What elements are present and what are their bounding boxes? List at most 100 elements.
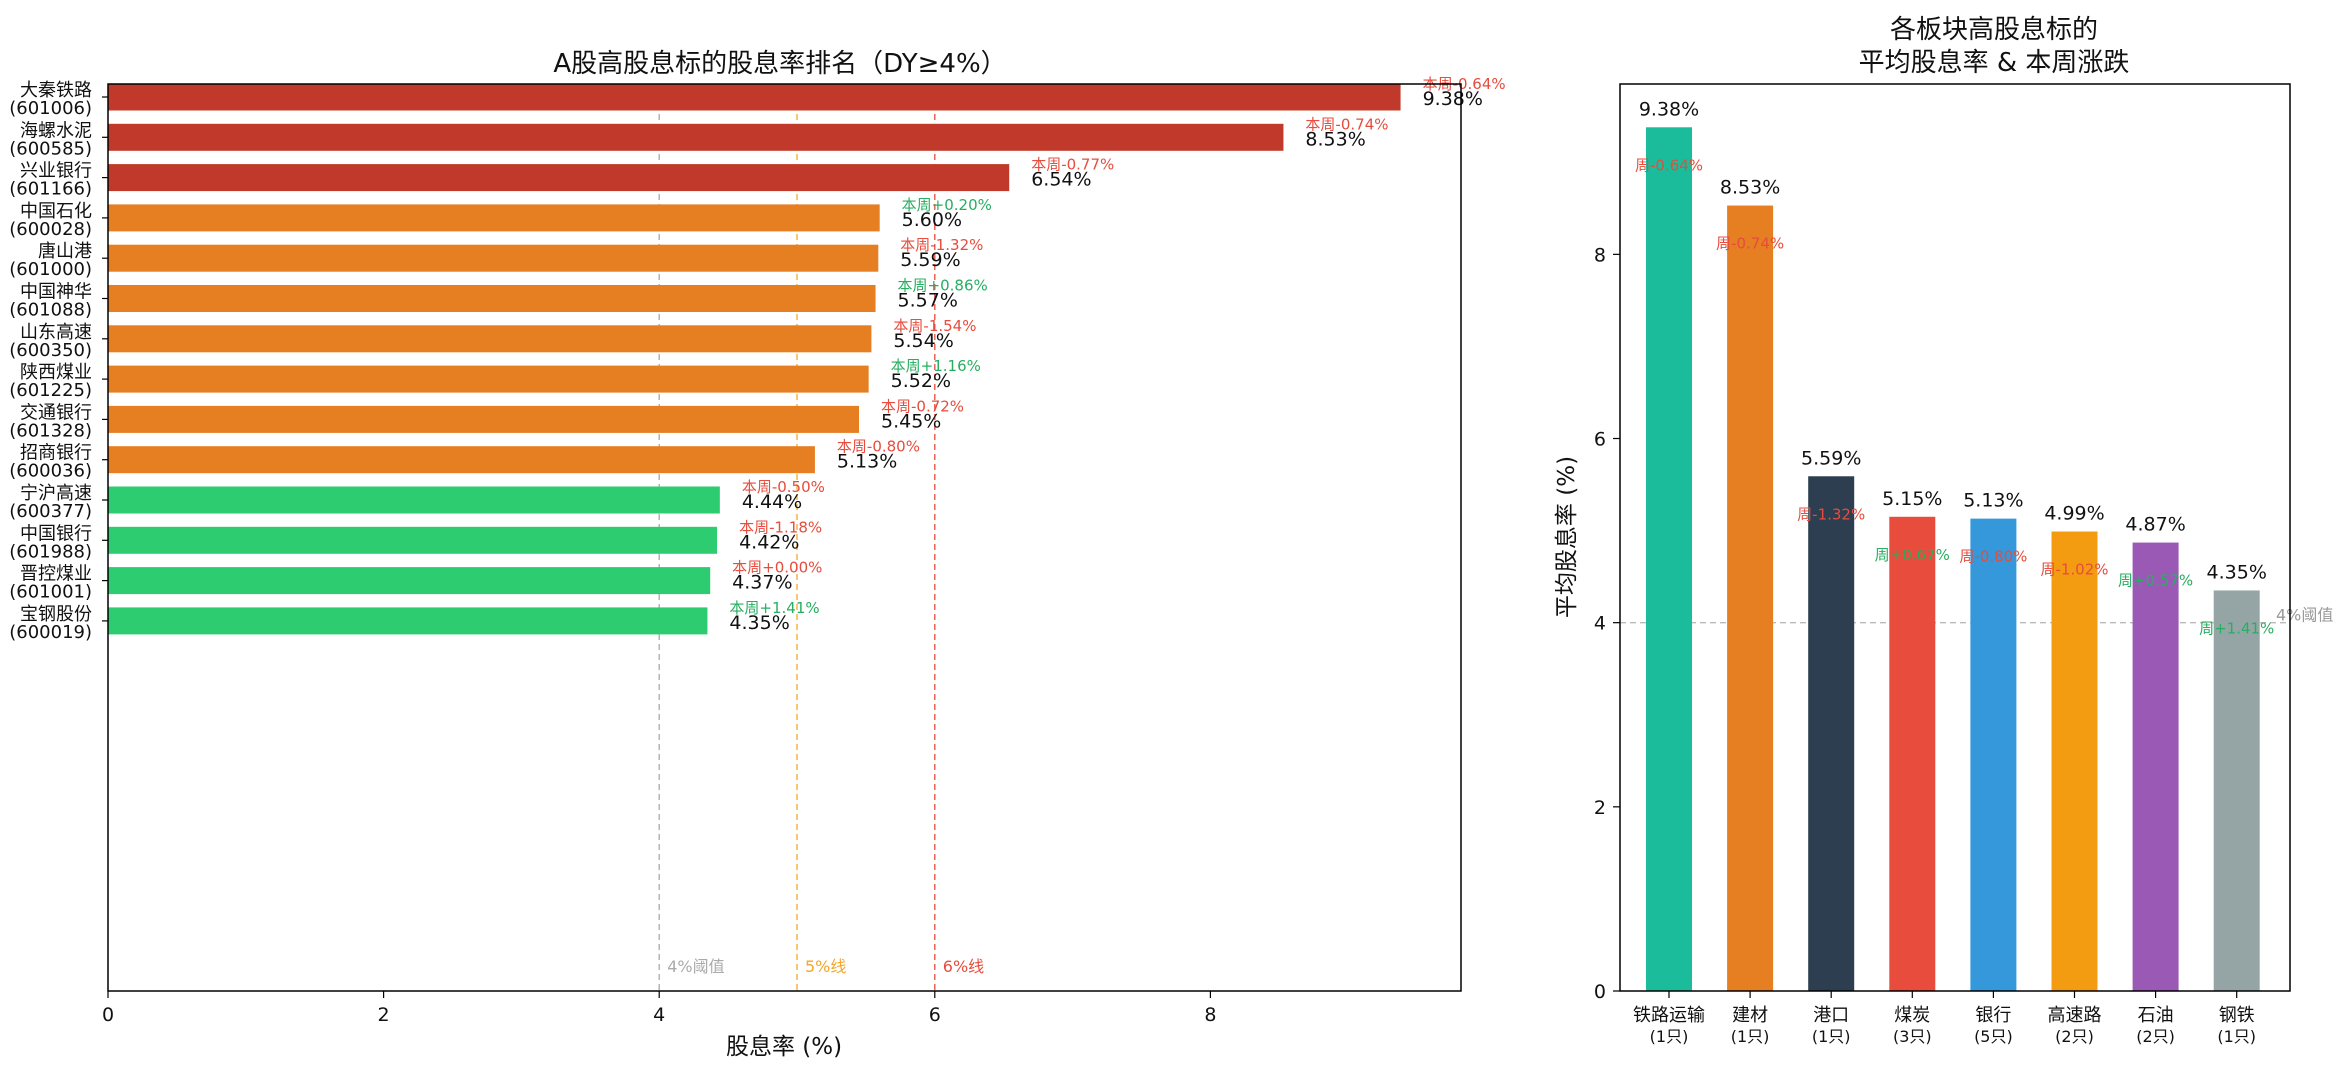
bar-601328 xyxy=(108,405,860,433)
weekly-change-label: 本周+1.41% xyxy=(729,599,819,617)
x-tick-label: 8 xyxy=(1204,1004,1216,1026)
sector-bar-1 xyxy=(1646,127,1692,991)
stock-name-label: 山东高速 xyxy=(20,322,92,343)
weekly-change-label: 本周+0.86% xyxy=(898,277,988,295)
value-label: 6.54% xyxy=(1031,169,1091,191)
right-chart: 各板块高股息标的 平均股息率 & 本周涨跌 4%阈值 9.38% 周-0.64% 铁… xyxy=(1554,15,2333,1046)
sector-bar-3 xyxy=(1808,476,1855,991)
sector-value-label: 5.59% xyxy=(1801,447,1861,469)
stock-name-label: 中国银行 xyxy=(20,523,92,544)
bar-601225 xyxy=(108,365,869,393)
sector-bar-8 xyxy=(2213,590,2260,991)
weekly-change-label: 本周-0.72% xyxy=(881,397,964,415)
stock-name-label: 中国神华 xyxy=(20,282,92,303)
weekly-change-label: 本周-1.32% xyxy=(900,236,983,254)
ref-line-label: 4%阈值 xyxy=(2276,606,2333,625)
stock-name-label: 陕西煤业 xyxy=(20,362,92,383)
x-tick-label: 2 xyxy=(378,1004,390,1026)
value-label: 5.13% xyxy=(837,451,897,473)
sector-value-label: 5.15% xyxy=(1882,488,1942,510)
bar-601001 xyxy=(108,567,711,595)
value-label: 9.38% xyxy=(1423,88,1483,110)
value-label: 5.45% xyxy=(881,410,941,432)
sector-count-label: (1只) xyxy=(2217,1027,2256,1046)
sector-count-label: (1只) xyxy=(1650,1027,1689,1046)
left-x-axis-label: 股息率 (%) xyxy=(726,1034,842,1060)
value-label: 5.52% xyxy=(891,370,951,392)
stock-name-label: 宝钢股份 xyxy=(20,604,92,625)
stock-name-label: 唐山港 xyxy=(38,241,92,262)
bar-600028 xyxy=(108,204,880,232)
bar-600585 xyxy=(108,123,1284,151)
stock-name-label: 兴业银行 xyxy=(20,161,92,182)
sector-name-label: 铁路运输 xyxy=(1633,1005,1705,1026)
weekly-change-label: 本周-1.18% xyxy=(739,518,822,536)
sector-count-label: (5只) xyxy=(1974,1027,2013,1046)
bar-601000 xyxy=(108,244,879,272)
sector-change-label: 周+1.41% xyxy=(2199,619,2274,637)
x-tick-label: 0 xyxy=(102,1004,114,1026)
ref-line-label-6: 6%线 xyxy=(943,957,984,976)
stock-code-label: (601000) xyxy=(9,259,92,280)
sector-change-label: 周-0.80% xyxy=(1959,548,2027,566)
ref-line-label-5: 5%线 xyxy=(805,957,846,976)
value-label: 4.42% xyxy=(739,531,799,553)
sector-change-label: 周+0.67% xyxy=(1875,546,1950,564)
stock-name-label: 中国石化 xyxy=(20,201,92,222)
sector-bar-4 xyxy=(1889,516,1936,991)
stock-name-label: 海螺水泥 xyxy=(20,120,92,141)
value-label: 4.37% xyxy=(732,572,792,594)
sector-bar-5 xyxy=(1970,518,2017,991)
bar-600019 xyxy=(108,607,708,635)
weekly-change-label: 本周+0.20% xyxy=(902,196,992,214)
left-plot-frame xyxy=(107,83,1462,992)
weekly-change-label: 本周-1.54% xyxy=(893,317,976,335)
stock-name-label: 宁沪高速 xyxy=(20,483,92,504)
right-plot-frame xyxy=(1619,83,2291,992)
sector-name-label: 港口 xyxy=(1813,1005,1849,1026)
weekly-change-label: 本周-0.80% xyxy=(837,438,920,456)
stock-code-label: (601328) xyxy=(9,420,92,441)
y-tick-label: 2 xyxy=(1594,797,1606,819)
left-x-axis: 0 2 4 6 8 xyxy=(102,991,1216,1026)
sector-name-label: 银行 xyxy=(1975,1005,2011,1026)
value-label: 8.53% xyxy=(1305,128,1365,150)
right-chart-title-line2: 平均股息率 & 本周涨跌 xyxy=(1859,48,2130,78)
value-label: 5.59% xyxy=(900,249,960,271)
bar-600377 xyxy=(108,486,720,514)
stock-name-label: 招商银行 xyxy=(20,443,92,464)
sector-count-label: (1只) xyxy=(1731,1027,1770,1046)
bar-601166 xyxy=(108,164,1010,192)
y-tick-label: 4 xyxy=(1594,613,1606,635)
right-chart-title-line1: 各板块高股息标的 xyxy=(1890,15,2098,45)
sector-name-label: 煤炭 xyxy=(1894,1005,1930,1026)
stock-code-label: (600350) xyxy=(9,340,92,361)
bar-600350 xyxy=(108,325,872,353)
weekly-change-label: 本周-0.74% xyxy=(1305,115,1388,133)
bar-601988 xyxy=(108,526,718,554)
sector-value-label: 4.99% xyxy=(2044,503,2104,525)
sector-name-label: 钢铁 xyxy=(2219,1005,2255,1026)
right-y-axis-label: 平均股息率 (%) xyxy=(1554,456,1580,618)
stock-name-label: 大秦铁路 xyxy=(20,80,92,101)
weekly-change-label: 本周+0.00% xyxy=(732,559,822,577)
value-label: 4.44% xyxy=(742,491,802,513)
stock-code-label: (600377) xyxy=(9,501,92,522)
stock-code-label: (601006) xyxy=(9,98,92,119)
left-chart: A股高股息标的股息率排名（DY≥4%） 4%阈值 5%线 6%线 9.38%本周-0… xyxy=(9,49,1505,1060)
sector-name-label: 建材 xyxy=(1732,1005,1768,1026)
sector-change-label: 周-0.74% xyxy=(1716,235,1784,253)
sector-name-label: 高速路 xyxy=(2048,1005,2102,1026)
weekly-change-label: 本周-0.77% xyxy=(1031,156,1114,174)
bar-601006 xyxy=(108,83,1401,111)
x-tick-label: 4 xyxy=(653,1004,665,1026)
y-tick-label: 6 xyxy=(1594,429,1606,451)
bar-600036 xyxy=(108,446,815,474)
sector-value-label: 4.87% xyxy=(2125,514,2185,536)
sector-name-label: 石油 xyxy=(2138,1005,2174,1026)
sector-count-label: (1只) xyxy=(1812,1027,1851,1046)
weekly-change-label: 本周-0.50% xyxy=(742,478,825,496)
stock-code-label: (601001) xyxy=(9,582,92,603)
sector-bar-7 xyxy=(2132,542,2179,991)
value-label: 5.57% xyxy=(898,290,958,312)
